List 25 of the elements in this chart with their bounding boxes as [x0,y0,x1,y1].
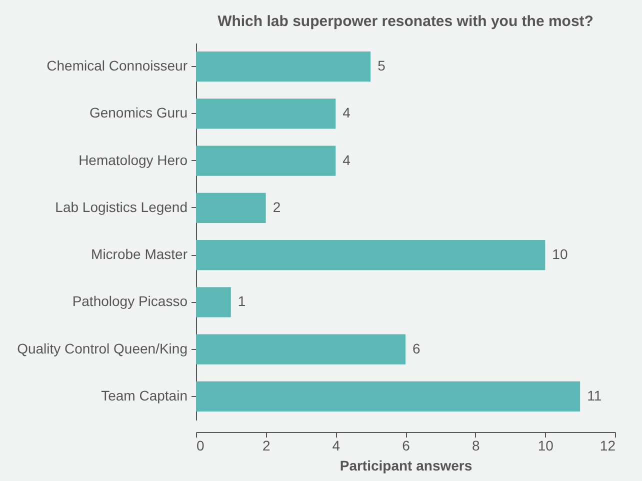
y-tick-label: Pathology Picasso [72,293,188,310]
data-label: 5 [378,58,386,74]
y-tick-label: Genomics Guru [89,104,188,121]
data-label: 2 [272,198,281,215]
x-tick-label: 10 [538,438,554,454]
y-tick-label: Team Captain [101,387,188,404]
y-tick-label: Microbe Master [91,246,188,262]
y-tick-label: Lab Logistics Legend [55,198,188,215]
data-label: 11 [587,387,602,404]
chart-title: Which lab superpower resonates with you the most? [218,13,594,30]
x-tick-label: 6 [402,438,410,454]
y-tick-label: Chemical Connoisseur [46,58,188,74]
data-label: 4 [342,152,351,168]
x-tick-label: 2 [262,438,270,454]
x-tick-label: 4 [332,438,340,454]
data-label: 4 [342,104,351,121]
x-tick-label: 12 [600,438,616,454]
data-label: 10 [552,246,568,262]
x-tick-label: 8 [472,438,480,454]
data-label: 6 [412,340,420,356]
x-axis-title: Participant answers [340,458,472,474]
x-tick-label: 0 [196,438,204,454]
y-tick-label: Quality Control Queen/King [17,340,188,356]
y-tick-label: Hematology Hero [78,152,188,168]
data-label: 1 [238,293,246,310]
